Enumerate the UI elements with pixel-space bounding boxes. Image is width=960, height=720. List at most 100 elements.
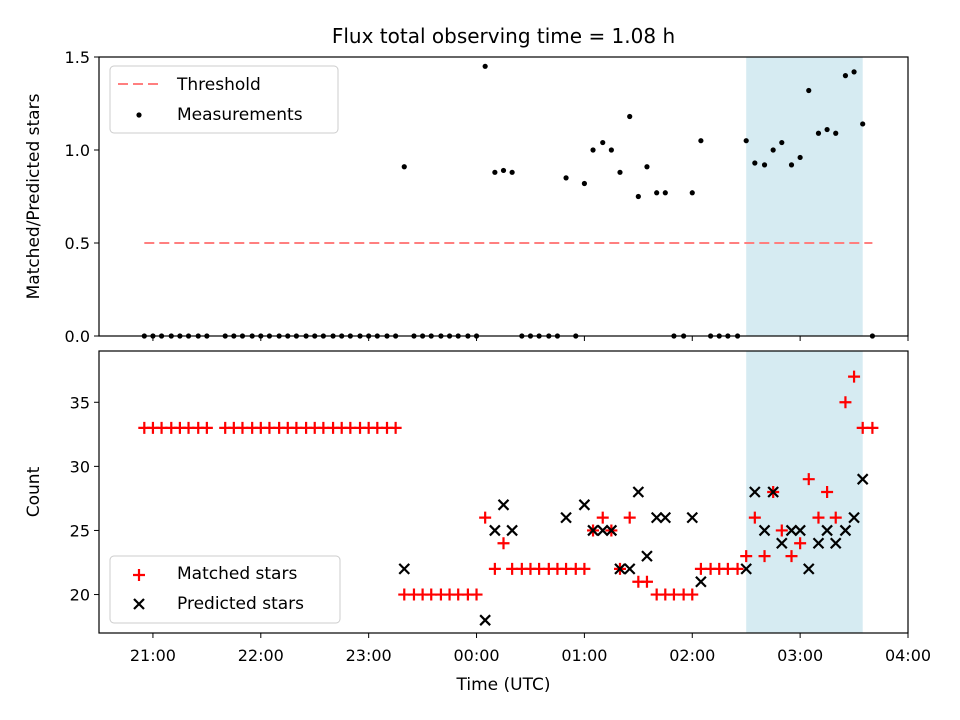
matched-stars-point — [829, 511, 842, 524]
count-y-axis: 20 25 30 35 — [70, 393, 99, 605]
matched-stars-point — [802, 473, 815, 486]
count-shaded-interval — [746, 351, 863, 633]
predicted-stars-point — [802, 563, 815, 575]
ratio-y-axis-label: Matched/Predicted stars — [24, 93, 44, 299]
measurements-point — [815, 130, 822, 136]
ratio-axes-frame — [98, 56, 909, 337]
measurements-point — [509, 169, 515, 175]
predicted-stars-point — [740, 563, 752, 575]
count-y-tick-label: 20 — [70, 586, 90, 605]
predicted-stars-point — [596, 524, 609, 537]
count-marks — [138, 370, 879, 626]
count-y-tick-label: 25 — [70, 521, 90, 540]
count-y-tick-label: 35 — [70, 393, 90, 412]
measurements-point — [860, 121, 866, 127]
ratio-y-tick-label: 1.5 — [65, 48, 90, 67]
predicted-stars-point — [614, 563, 626, 575]
matched-stars-point — [866, 421, 879, 434]
matched-stars-point — [839, 396, 852, 409]
ratio-shaded-interval — [746, 57, 863, 336]
legend-measurements-swatch — [136, 112, 142, 118]
predicted-stars-point — [623, 563, 636, 575]
predicted-stars-point — [578, 499, 591, 511]
measurements-point — [779, 139, 785, 146]
ratio-y-tick-label: 0.5 — [65, 234, 90, 253]
measurements-point — [500, 167, 507, 174]
predicted-stars-point — [506, 524, 518, 537]
measurements-point — [833, 130, 839, 136]
legend-matched-label: Matched stars — [177, 564, 297, 584]
measurements-point — [635, 193, 641, 200]
predicted-stars-point — [812, 537, 825, 550]
predicted-stars-point — [659, 511, 672, 524]
predicted-stars-point — [641, 550, 653, 562]
matched-stars-point — [748, 511, 761, 524]
count-x-tick-label: 23:00 — [346, 646, 392, 665]
measurements-point — [617, 169, 623, 175]
matched-stars-point — [488, 562, 501, 575]
predicted-stars-point — [479, 614, 491, 626]
measurements-point — [752, 160, 758, 166]
legend-measurements-label: Measurements — [177, 105, 303, 125]
predicted-stars-point — [650, 511, 663, 524]
matched-stars-point — [640, 575, 653, 588]
count-x-tick-label: 02:00 — [669, 646, 715, 665]
predicted-stars-point — [632, 486, 645, 498]
predicted-stars-point — [749, 486, 761, 498]
measurements-point — [581, 180, 588, 187]
matched-stars-point — [200, 421, 213, 434]
measurements-point — [600, 139, 606, 146]
measurements-point — [743, 138, 749, 144]
ratio-legend: Threshold Measurements — [109, 65, 339, 134]
matched-stars-point — [389, 421, 402, 434]
measurements-point — [698, 138, 704, 144]
measurements-point — [590, 147, 596, 153]
predicted-stars-point — [686, 511, 699, 524]
measurements-point — [797, 154, 803, 161]
count-legend: Matched stars Predicted stars — [109, 555, 341, 624]
predicted-stars-point — [758, 524, 771, 537]
measurements-point — [689, 190, 695, 196]
measurements-point — [492, 169, 498, 175]
measurements-point — [770, 147, 776, 153]
predicted-stars-point — [605, 524, 618, 537]
measurements-point — [654, 190, 660, 196]
count-y-tick-label: 30 — [70, 457, 90, 476]
measurements-point — [761, 162, 768, 168]
count-x-tick-label: 04:00 — [885, 646, 931, 665]
matched-stars-point — [740, 550, 753, 563]
matched-stars-point — [812, 511, 825, 524]
predicted-stars-point — [848, 511, 860, 524]
measurements-point — [842, 73, 849, 79]
legend-predicted-label: Predicted stars — [177, 594, 304, 614]
measurements-point — [608, 147, 614, 153]
predicted-stars-point — [839, 524, 852, 537]
predicted-stars-point — [794, 524, 806, 537]
matched-stars-point — [578, 562, 591, 575]
ratio-y-axis: 0.0 0.5 1.0 1.5 — [65, 48, 99, 346]
ratio-panel: 0.0 0.5 1.0 1.5 Matched/Predicted stars Thr… — [24, 48, 909, 346]
matched-stars-point — [623, 511, 636, 524]
measurements-point — [482, 63, 488, 69]
measurements-point — [662, 190, 668, 196]
predicted-stars-point — [587, 524, 599, 537]
predicted-stars-point — [767, 486, 779, 498]
matched-stars-point — [479, 511, 492, 524]
measurements-point — [851, 69, 857, 75]
matched-stars-point — [758, 550, 771, 563]
matched-stars-point — [596, 511, 609, 524]
ratio-x-axis — [152, 336, 909, 341]
predicted-stars-point — [489, 524, 501, 537]
predicted-stars-point — [856, 473, 869, 485]
matched-stars-point — [775, 524, 788, 537]
matched-stars-point — [470, 588, 483, 601]
count-legend-box — [109, 555, 341, 624]
measurements-point — [824, 126, 830, 133]
count-x-tick-label: 21:00 — [130, 646, 176, 665]
matched-stars-point — [731, 562, 744, 575]
measurements-point — [401, 164, 407, 170]
matched-stars-point — [794, 537, 807, 550]
x-axis-label: Time (UTC) — [456, 675, 551, 695]
count-x-axis: 21:00 22:00 23:00 00:00 01:00 02:00 03:00 04:00 — [130, 633, 931, 665]
predicted-stars-point — [560, 511, 572, 524]
